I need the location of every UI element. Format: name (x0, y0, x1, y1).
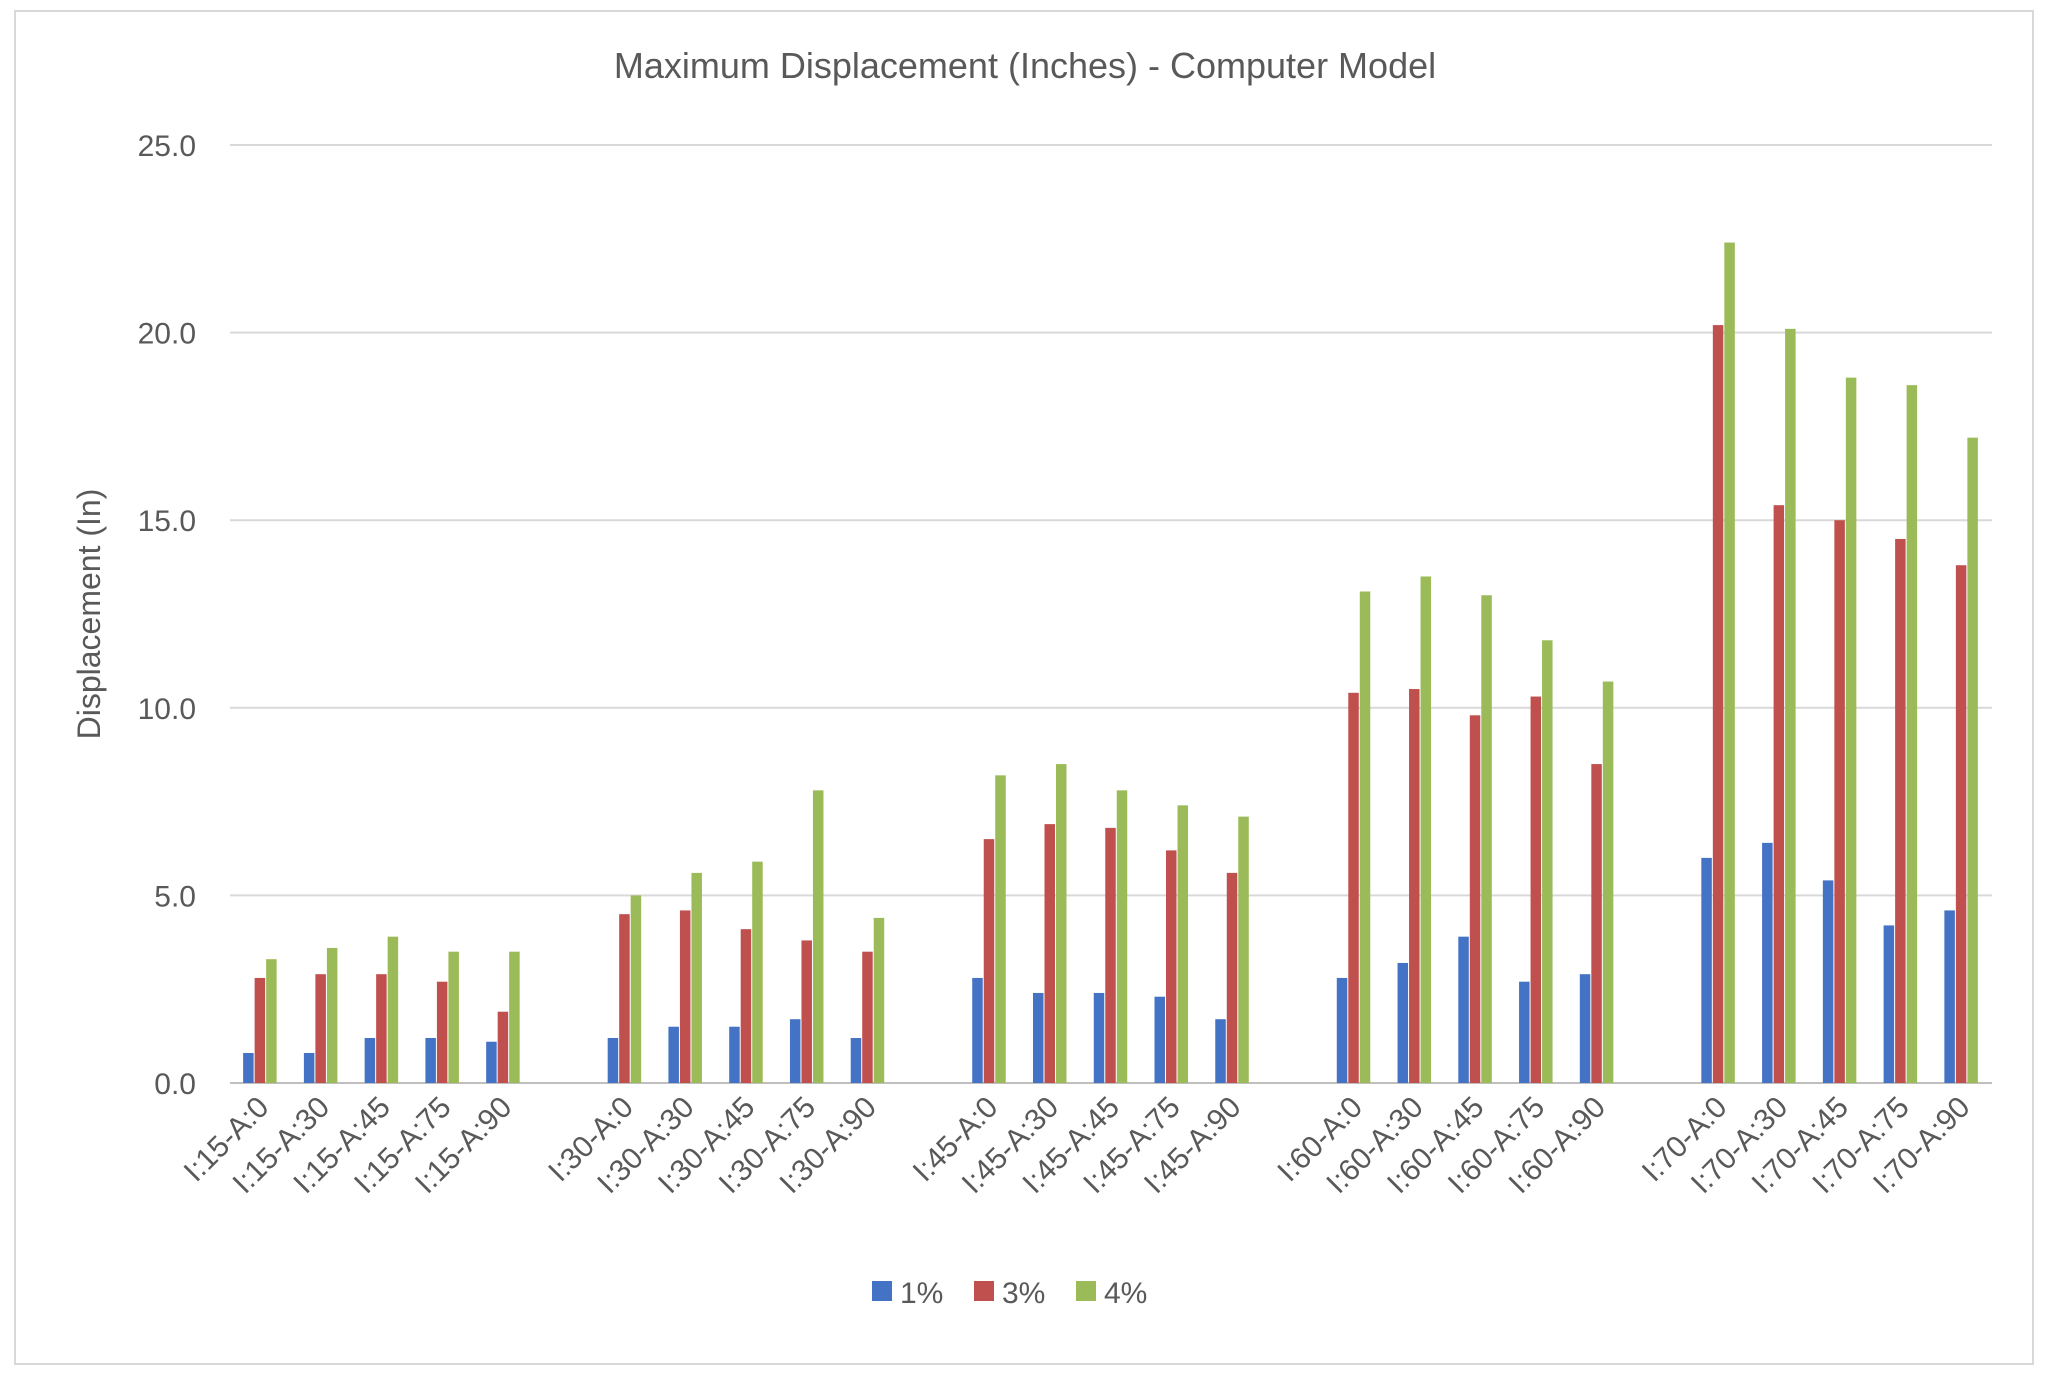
bar (448, 951, 459, 1083)
y-tick-label: 0.0 (154, 1068, 196, 1101)
bar (315, 974, 326, 1083)
bar (1944, 910, 1955, 1083)
bar (1238, 816, 1249, 1083)
bar (619, 914, 630, 1083)
y-axis-label: Displacement (In) (71, 489, 107, 740)
bar (1579, 974, 1591, 1083)
bar (1093, 992, 1105, 1083)
bar (497, 1011, 509, 1083)
legend-label: 4% (1104, 1277, 1147, 1310)
bar (1177, 805, 1189, 1083)
y-tick-label: 10.0 (138, 693, 196, 726)
bar (1469, 715, 1481, 1083)
bar (326, 947, 338, 1083)
legend-swatch (974, 1281, 994, 1301)
bar (1519, 981, 1530, 1083)
bar (1845, 377, 1857, 1083)
legend-swatch (872, 1281, 892, 1301)
bar (1542, 640, 1553, 1083)
bar (1785, 328, 1796, 1083)
bar (752, 861, 763, 1083)
bar (873, 917, 885, 1083)
bar (1458, 936, 1469, 1083)
gridlines (230, 144, 1992, 1084)
bar (1906, 385, 1918, 1083)
bar (691, 872, 702, 1083)
y-tick-label: 20.0 (138, 318, 196, 351)
bar (850, 1037, 862, 1083)
bar (1967, 437, 1978, 1083)
bar (1701, 857, 1712, 1083)
bar (679, 910, 691, 1083)
bar (607, 1037, 619, 1083)
bar (812, 790, 824, 1083)
bar (1116, 790, 1128, 1083)
bar (1348, 692, 1359, 1083)
bar (1895, 538, 1906, 1083)
y-tick-label: 5.0 (154, 880, 196, 913)
bar (1591, 764, 1602, 1083)
bar (630, 895, 642, 1083)
bar (1883, 925, 1895, 1083)
x-tick-labels: I:15-A:0I:15-A:30I:15-A:45I:15-A:75I:15-… (178, 1091, 1977, 1200)
bar (1955, 565, 1967, 1083)
bar (1602, 681, 1614, 1083)
bar (303, 1052, 315, 1083)
bar (1762, 842, 1773, 1083)
bar (1154, 996, 1166, 1083)
bar (1834, 520, 1845, 1083)
y-tick-label: 15.0 (138, 505, 196, 538)
bar (486, 1041, 497, 1083)
y-tick-labels: 0.0 5.0 10.0 15.0 20.0 25.0 (138, 130, 196, 1101)
bar (1032, 992, 1044, 1083)
bar (801, 940, 812, 1083)
bar (1055, 764, 1067, 1083)
bar (436, 981, 448, 1083)
bar (1397, 962, 1409, 1083)
bar (1481, 595, 1492, 1083)
legend-swatch (1076, 1281, 1096, 1301)
bar (1105, 827, 1116, 1083)
bar (1215, 1019, 1226, 1083)
bar (668, 1026, 679, 1083)
chart-frame (14, 10, 2034, 1365)
bar (1420, 576, 1432, 1083)
bar (740, 929, 752, 1083)
bar (1226, 872, 1238, 1083)
bar (243, 1052, 254, 1083)
bar (376, 974, 387, 1083)
bar (254, 977, 266, 1083)
bar (789, 1019, 801, 1083)
chart-title: Maximum Displacement (Inches) - Computer… (614, 45, 1436, 86)
bar (425, 1037, 436, 1083)
bars (243, 242, 1978, 1083)
y-tick-label: 25.0 (138, 130, 196, 163)
bar (995, 775, 1006, 1083)
bar (862, 951, 873, 1083)
bar (729, 1026, 740, 1083)
legend-label: 3% (1002, 1277, 1045, 1310)
bar (983, 839, 995, 1083)
bar (1822, 880, 1834, 1083)
bar (1724, 242, 1735, 1083)
bar (1530, 696, 1542, 1083)
bar (1166, 850, 1177, 1083)
bar (1773, 505, 1785, 1083)
bar (1336, 977, 1348, 1083)
bar (1359, 591, 1371, 1083)
bar (266, 959, 277, 1083)
bar (1044, 824, 1055, 1083)
bar (1712, 325, 1724, 1083)
bar (1409, 689, 1420, 1083)
bar (387, 936, 399, 1083)
bar (509, 951, 520, 1083)
legend: 1% 3% 4% (872, 1277, 1147, 1310)
bar (972, 977, 983, 1083)
legend-label: 1% (900, 1277, 943, 1310)
bar (364, 1037, 376, 1083)
